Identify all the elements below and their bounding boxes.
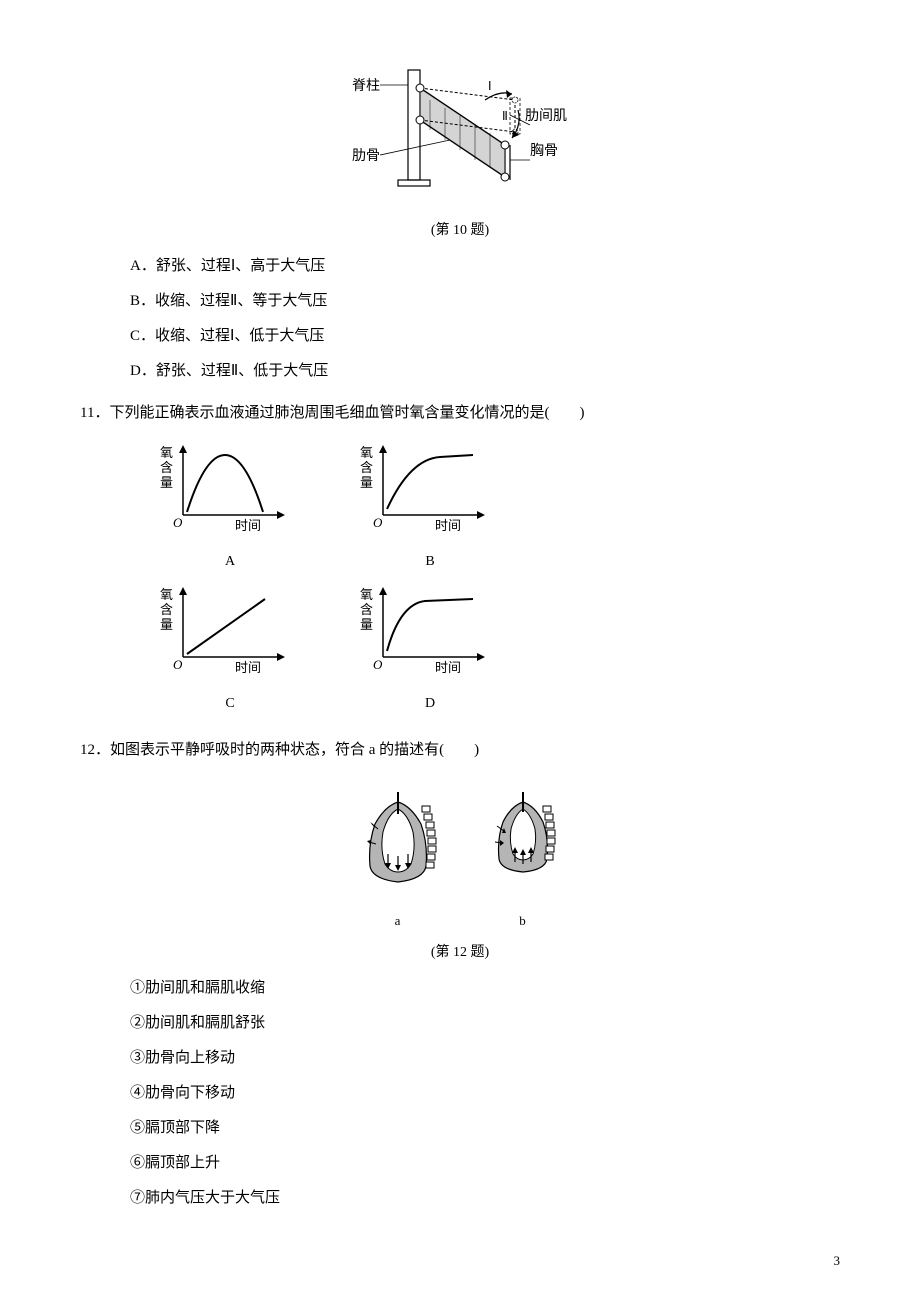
chart-b-svg: 氧 含 量 O 时间 (355, 437, 505, 537)
svg-text:量: 量 (360, 475, 373, 490)
svg-text:含: 含 (360, 460, 373, 475)
q12-dual-lungs: a (80, 784, 840, 932)
intercostal-label: 肋间肌 (525, 108, 567, 124)
q11-charts: 氧 含 量 O 时间 A 氧 含 量 O 时间 B (130, 437, 550, 721)
q12-sub-options: ①肋间肌和膈肌收缩 ②肋间肌和膈肌舒张 ③肋骨向上移动 ④肋骨向下移动 ⑤膈顶部… (130, 975, 840, 1212)
chart-a-ylabel-2: 含 (160, 460, 173, 475)
process-2-label: Ⅱ (502, 109, 508, 123)
chart-b-label: B (330, 549, 530, 574)
q12-opt-5: ⑤膈顶部下降 (130, 1115, 840, 1142)
q12-opt-7: ⑦肺内气压大于大气压 (130, 1185, 840, 1212)
chart-a-ylabel-1: 氧 (160, 445, 173, 460)
chart-c-label: C (130, 691, 330, 716)
q10-option-a: A．舒张、过程Ⅰ、高于大气压 (130, 253, 840, 280)
chart-b: 氧 含 量 O 时间 B (330, 437, 530, 574)
lung-a: a (350, 784, 445, 932)
q12-opt-1: ①肋间肌和膈肌收缩 (130, 975, 840, 1002)
page-number: 3 (834, 1249, 841, 1272)
spine-label: 脊柱 (352, 78, 380, 94)
svg-text:含: 含 (360, 602, 373, 617)
svg-text:氧: 氧 (160, 587, 173, 602)
chart-a-ylabel-3: 量 (160, 475, 173, 490)
svg-text:O: O (173, 657, 183, 672)
svg-text:量: 量 (160, 617, 173, 632)
q12-opt-6: ⑥膈顶部上升 (130, 1150, 840, 1177)
chart-c-svg: 氧 含 量 O 时间 (155, 579, 305, 679)
chart-a-xlabel: 时间 (235, 518, 261, 533)
q11-text: 下列能正确表示血液通过肺泡周围毛细血管时氧含量变化情况的是( ) (109, 405, 584, 421)
q10-options: A．舒张、过程Ⅰ、高于大气压 B．收缩、过程Ⅱ、等于大气压 C．收缩、过程Ⅰ、低… (130, 253, 840, 385)
chart-d-svg: 氧 含 量 O 时间 (355, 579, 505, 679)
q10-option-d: D．舒张、过程Ⅱ、低于大气压 (130, 358, 840, 385)
q12-figure: a (80, 784, 840, 966)
rib-label: 肋骨 (352, 148, 380, 164)
chart-d-label: D (330, 691, 530, 716)
chart-c: 氧 含 量 O 时间 C (130, 579, 330, 716)
ribcage-model-svg: Ⅰ Ⅱ 脊柱 肋骨 肋间肌 胸骨 (350, 60, 570, 200)
q12-opt-4: ④肋骨向下移动 (130, 1080, 840, 1107)
lung-a-label: a (350, 909, 445, 932)
svg-text:氧: 氧 (360, 445, 373, 460)
q10-option-b: B．收缩、过程Ⅱ、等于大气压 (130, 288, 840, 315)
q12-text: 如图表示平静呼吸时的两种状态，符合 a 的描述有( ) (110, 742, 479, 758)
lung-b-label: b (475, 909, 570, 932)
lung-b: b (475, 784, 570, 932)
q10-diagram: Ⅰ Ⅱ 脊柱 肋骨 肋间肌 胸骨 (350, 60, 570, 210)
process-1-label: Ⅰ (488, 79, 492, 93)
svg-text:O: O (373, 515, 383, 530)
lung-a-svg (350, 784, 445, 894)
q12-caption: (第 12 题) (80, 940, 840, 965)
svg-text:氧: 氧 (360, 587, 373, 602)
q12-opt-3: ③肋骨向上移动 (130, 1045, 840, 1072)
q10-figure: Ⅰ Ⅱ 脊柱 肋骨 肋间肌 胸骨 (第 10 题) (80, 60, 840, 243)
q10-option-c: C．收缩、过程Ⅰ、低于大气压 (130, 323, 840, 350)
svg-text:时间: 时间 (235, 660, 261, 675)
svg-text:含: 含 (160, 602, 173, 617)
q10-caption: (第 10 题) (80, 218, 840, 243)
sternum-label: 胸骨 (530, 143, 558, 159)
chart-a-origin: O (173, 515, 183, 530)
svg-text:时间: 时间 (435, 518, 461, 533)
svg-text:时间: 时间 (435, 660, 461, 675)
q11-question: 11．下列能正确表示血液通过肺泡周围毛细血管时氧含量变化情况的是( ) (80, 400, 840, 427)
q12-opt-2: ②肋间肌和膈肌舒张 (130, 1010, 840, 1037)
chart-d: 氧 含 量 O 时间 D (330, 579, 530, 716)
q12-number: 12． (80, 742, 110, 758)
svg-text:量: 量 (360, 617, 373, 632)
chart-a-label: A (130, 549, 330, 574)
svg-text:O: O (373, 657, 383, 672)
lung-b-svg (475, 784, 570, 894)
chart-a-svg: 氧 含 量 O 时间 (155, 437, 305, 537)
q12-question: 12．如图表示平静呼吸时的两种状态，符合 a 的描述有( ) (80, 737, 840, 764)
q11-number: 11． (80, 405, 109, 421)
chart-a: 氧 含 量 O 时间 A (130, 437, 330, 574)
